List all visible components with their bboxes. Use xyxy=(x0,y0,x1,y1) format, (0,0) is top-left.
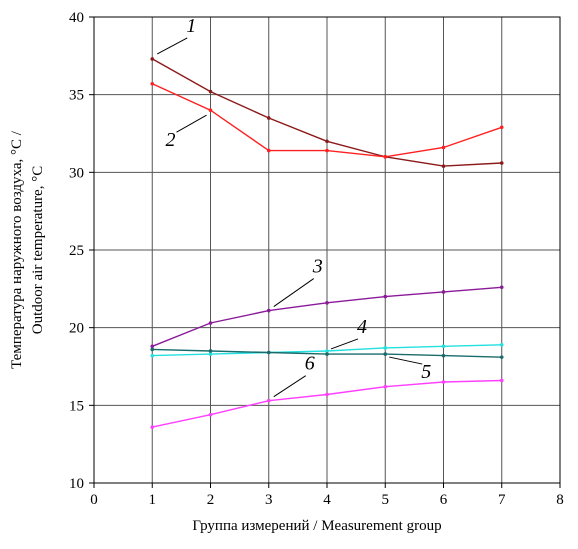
series-1-point xyxy=(499,161,504,165)
series-label: 4 xyxy=(357,316,367,338)
series-label: 3 xyxy=(312,256,323,278)
series-4-point xyxy=(383,346,388,350)
series-5-point xyxy=(383,352,388,356)
series-5-point xyxy=(441,353,446,358)
series-6-point xyxy=(325,392,329,397)
series-5-point xyxy=(150,347,155,352)
y-tick-label: 10 xyxy=(69,476,84,492)
x-tick-label: 1 xyxy=(149,492,157,508)
series-1-point xyxy=(208,89,213,94)
series-3-point xyxy=(150,344,155,349)
series-2-point xyxy=(499,125,504,130)
series-6-point xyxy=(150,425,155,429)
series-2-point xyxy=(150,81,155,86)
series-3-point xyxy=(383,294,388,299)
series-2-point xyxy=(208,108,213,112)
y-axis-title-line: Температура наружного воздуха, °C / xyxy=(9,130,25,369)
series-6-point xyxy=(208,412,213,417)
x-tick-label: 4 xyxy=(323,492,331,508)
series-label-leader xyxy=(389,356,423,365)
y-axis-title-line: Outdoor air temperature, °C xyxy=(30,166,46,334)
series-1-point xyxy=(266,116,271,120)
series-5-point xyxy=(208,349,213,353)
series-1-point xyxy=(325,139,329,144)
y-tick-label: 25 xyxy=(69,243,84,259)
x-tick-label: 7 xyxy=(498,492,506,508)
series-layer xyxy=(150,57,504,429)
series-4-point xyxy=(441,344,446,349)
series-1-point xyxy=(150,57,155,61)
series-3-point xyxy=(325,301,329,305)
x-tick-label: 8 xyxy=(556,492,564,508)
series-4-point xyxy=(208,352,213,356)
series-label-leader xyxy=(273,278,315,307)
y-tick-label: 15 xyxy=(69,398,84,414)
x-axis-title: Группа измерений / Measurement group xyxy=(192,518,441,534)
series-label: 6 xyxy=(305,353,315,375)
label-layer: 1 2 3 4 5 6 xyxy=(157,15,431,398)
series-label: 2 xyxy=(166,129,176,151)
series-label-leader xyxy=(157,37,188,55)
x-tick-label: 3 xyxy=(265,492,273,508)
series-2-point xyxy=(325,148,329,153)
series-6-point xyxy=(266,398,271,403)
series-4-point xyxy=(499,342,504,347)
series-2-point xyxy=(383,155,388,159)
series-5-point xyxy=(325,352,329,356)
series-3-point xyxy=(499,285,504,290)
series-6-point xyxy=(499,378,504,383)
series-4-point xyxy=(325,349,329,353)
x-tick-label: 2 xyxy=(207,492,215,508)
series-3-point xyxy=(208,321,213,325)
series-2-point xyxy=(266,148,271,153)
x-tick-label: 0 xyxy=(90,492,98,508)
series-3-point xyxy=(441,290,446,294)
y-tick-label: 35 xyxy=(69,88,84,104)
series-label-leader xyxy=(176,114,207,133)
y-tick-label: 40 xyxy=(69,10,84,26)
series-label: 5 xyxy=(421,361,431,383)
series-label-leader xyxy=(273,375,307,398)
series-label: 1 xyxy=(186,15,196,37)
y-tick-label: 20 xyxy=(69,321,84,337)
series-4-point xyxy=(150,353,155,358)
series-label-leader xyxy=(330,338,359,350)
series-5-point xyxy=(499,355,504,359)
series-3-point xyxy=(266,308,271,313)
y-tick-label: 30 xyxy=(69,165,84,181)
series-5-point xyxy=(266,350,271,355)
series-6-point xyxy=(441,380,446,384)
x-tick-label: 5 xyxy=(382,492,390,508)
series-2-point xyxy=(441,145,446,150)
grid-layer xyxy=(93,16,561,484)
series-1-point xyxy=(441,164,446,168)
x-tick-label: 6 xyxy=(440,492,448,508)
series-6-point xyxy=(383,384,388,389)
